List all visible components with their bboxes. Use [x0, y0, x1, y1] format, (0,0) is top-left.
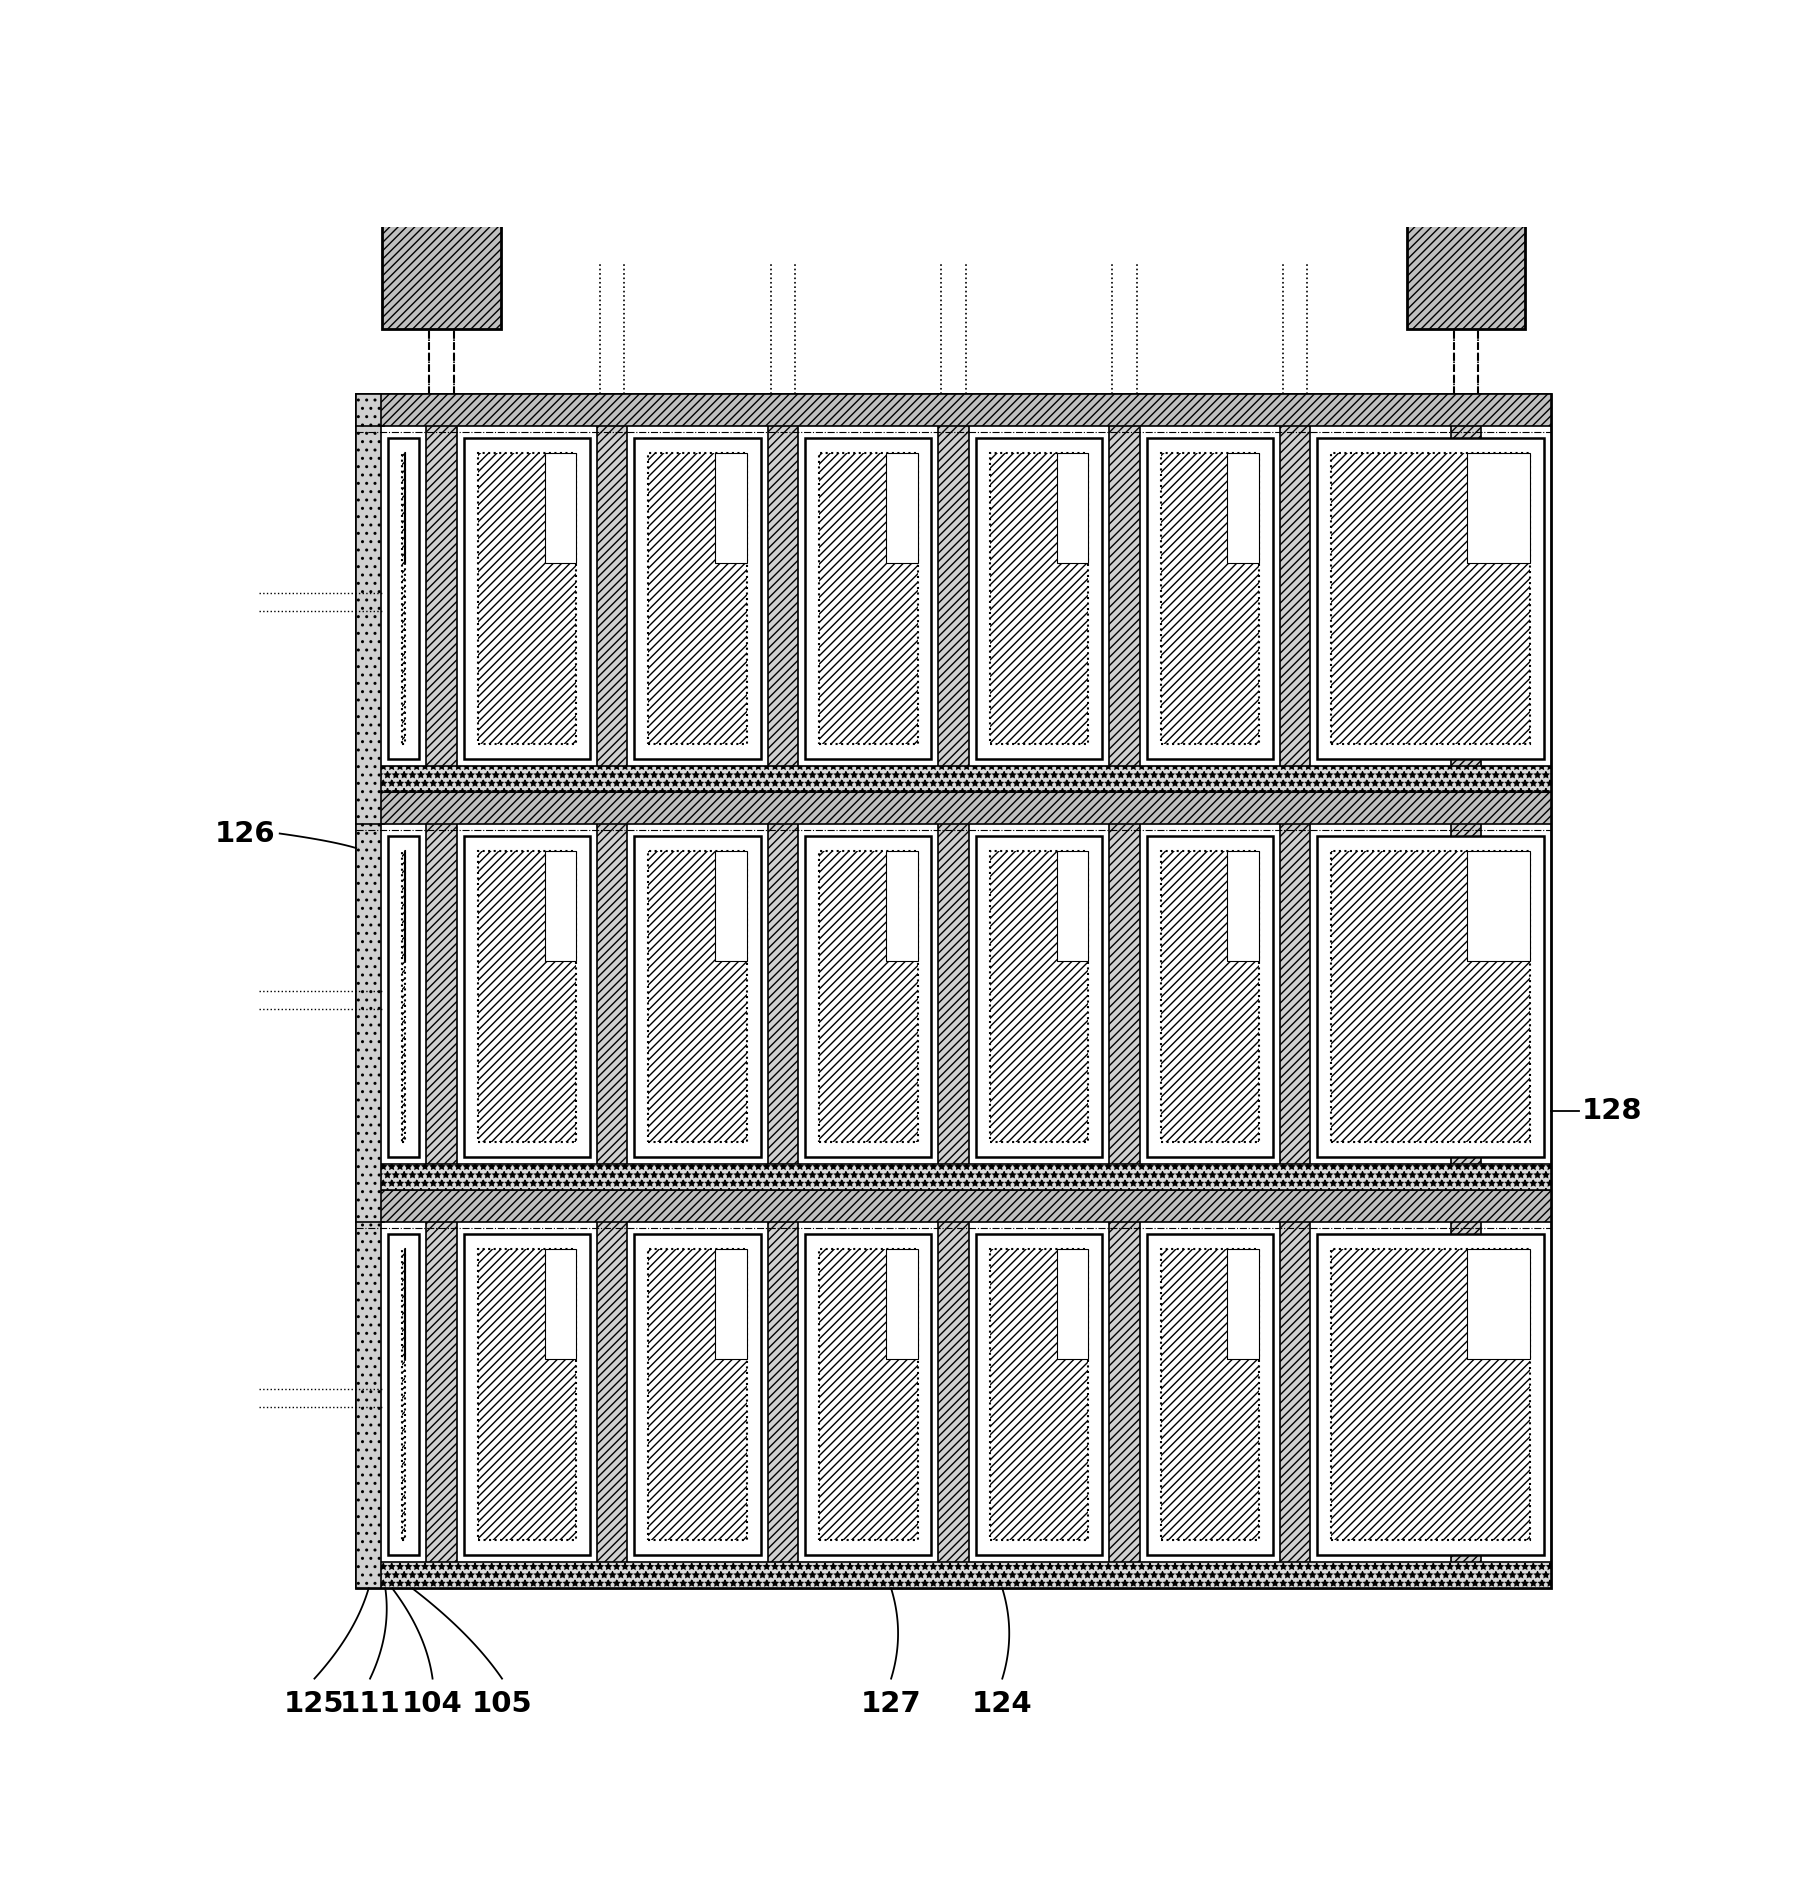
- Bar: [1056, 1248, 1088, 1360]
- Bar: [635, 836, 760, 1157]
- Bar: [1467, 452, 1531, 564]
- Bar: [975, 836, 1103, 1157]
- Bar: [805, 1235, 931, 1554]
- Bar: [649, 452, 748, 745]
- Text: 104: 104: [402, 1691, 463, 1719]
- Bar: [477, 851, 576, 1142]
- Bar: [382, 147, 500, 329]
- Bar: [635, 439, 760, 758]
- Bar: [1160, 851, 1259, 1142]
- Bar: [990, 1248, 1088, 1541]
- Bar: [464, 439, 590, 758]
- Bar: [805, 439, 931, 758]
- Bar: [357, 395, 1551, 425]
- Bar: [1146, 439, 1273, 758]
- Bar: [464, 1235, 590, 1554]
- Bar: [597, 395, 628, 1588]
- Bar: [402, 1248, 405, 1541]
- Bar: [1056, 452, 1088, 564]
- Bar: [477, 452, 576, 745]
- Bar: [1160, 1248, 1259, 1541]
- Bar: [357, 766, 1551, 792]
- Bar: [1330, 1248, 1531, 1541]
- Bar: [1467, 851, 1531, 961]
- Bar: [477, 1248, 576, 1541]
- Bar: [1467, 1248, 1531, 1360]
- Bar: [886, 851, 918, 961]
- Bar: [1160, 452, 1259, 745]
- Bar: [357, 395, 1551, 1588]
- Text: 127: 127: [861, 1691, 922, 1719]
- Bar: [1228, 1248, 1259, 1360]
- Bar: [357, 395, 382, 1588]
- Bar: [805, 836, 931, 1157]
- Text: 111: 111: [339, 1691, 400, 1719]
- Bar: [402, 452, 405, 745]
- Bar: [938, 395, 968, 1588]
- Bar: [545, 851, 576, 961]
- Bar: [1330, 851, 1531, 1142]
- Bar: [990, 452, 1088, 745]
- Bar: [1056, 851, 1088, 961]
- Bar: [1228, 851, 1259, 961]
- Bar: [649, 1248, 748, 1541]
- Bar: [819, 452, 918, 745]
- Bar: [387, 439, 420, 758]
- Bar: [464, 836, 590, 1157]
- Bar: [387, 1235, 420, 1554]
- Bar: [715, 851, 748, 961]
- Text: 126: 126: [215, 819, 276, 847]
- Bar: [886, 452, 918, 564]
- Bar: [715, 1248, 748, 1360]
- Bar: [819, 851, 918, 1142]
- Bar: [427, 395, 457, 1588]
- Bar: [357, 792, 1551, 824]
- Bar: [387, 836, 420, 1157]
- Bar: [1318, 1235, 1544, 1554]
- Bar: [715, 452, 748, 564]
- Bar: [1318, 439, 1544, 758]
- Bar: [1330, 452, 1531, 745]
- Bar: [990, 851, 1088, 1142]
- Bar: [1146, 836, 1273, 1157]
- Bar: [402, 851, 405, 1142]
- Bar: [545, 1248, 576, 1360]
- Bar: [975, 1235, 1103, 1554]
- Bar: [975, 439, 1103, 758]
- Text: 105: 105: [472, 1691, 533, 1719]
- Bar: [1408, 147, 1524, 329]
- Bar: [357, 1562, 1551, 1588]
- Bar: [1280, 395, 1311, 1588]
- Text: 124: 124: [972, 1691, 1033, 1719]
- Bar: [635, 1235, 760, 1554]
- Text: 128: 128: [1581, 1097, 1642, 1125]
- Bar: [767, 395, 798, 1588]
- Bar: [1451, 395, 1481, 1588]
- Bar: [1318, 836, 1544, 1157]
- Bar: [1110, 395, 1140, 1588]
- Bar: [649, 851, 748, 1142]
- Bar: [545, 452, 576, 564]
- Bar: [357, 1189, 1551, 1222]
- Bar: [886, 1248, 918, 1360]
- Text: 125: 125: [285, 1691, 344, 1719]
- Bar: [1228, 452, 1259, 564]
- Bar: [357, 1165, 1551, 1189]
- Bar: [819, 1248, 918, 1541]
- Bar: [1146, 1235, 1273, 1554]
